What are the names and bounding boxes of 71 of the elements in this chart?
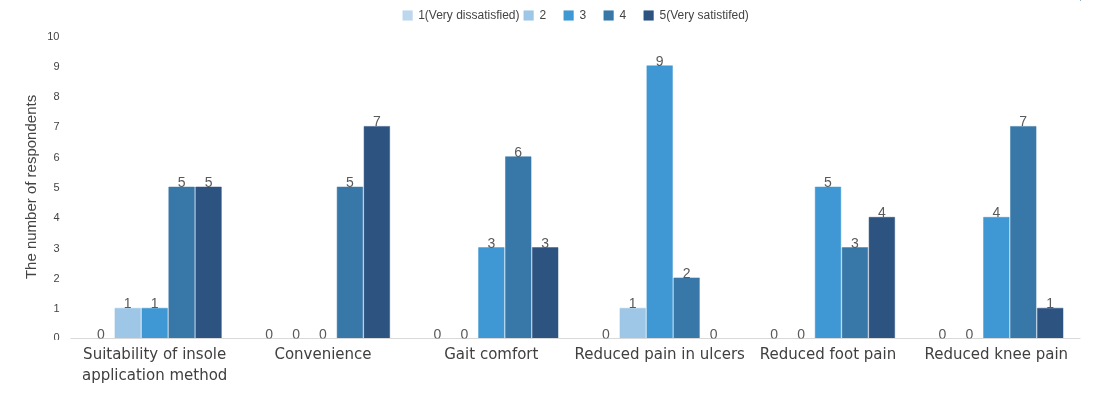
- bar: [363, 126, 390, 339]
- data-label: 1: [1046, 295, 1055, 312]
- y-tick-label: 9: [53, 59, 60, 72]
- y-tick-label: 7: [53, 120, 60, 133]
- x-tick-label: Suitability of insole application method: [81, 344, 228, 385]
- x-tick-label: Convenience: [274, 344, 372, 363]
- y-tick-label: 4: [53, 211, 60, 224]
- data-label: 0: [938, 325, 947, 342]
- bar: [619, 307, 646, 339]
- bar: [478, 247, 505, 339]
- legend-label: 5(Very satistifed): [659, 8, 749, 22]
- data-label: 1: [150, 295, 159, 312]
- data-label: 9: [655, 52, 664, 69]
- data-label: 1: [123, 295, 132, 312]
- bar: [673, 277, 700, 339]
- y-tick-label: 0: [53, 330, 60, 343]
- data-label: 3: [541, 234, 550, 251]
- x-tick-label: Reduced foot pain: [759, 344, 897, 363]
- data-label: 0: [292, 325, 301, 342]
- y-tick-label: 2: [53, 271, 60, 284]
- data-label: 0: [96, 325, 105, 342]
- data-label: 0: [709, 325, 718, 342]
- bar: [336, 186, 363, 339]
- data-label: 0: [797, 325, 806, 342]
- y-tick-label: 5: [53, 181, 60, 193]
- legend-label: 3: [579, 8, 588, 22]
- bar: [983, 217, 1010, 339]
- data-label: 5: [177, 174, 186, 190]
- bar: [841, 247, 868, 339]
- bar: [141, 307, 168, 339]
- y-tick-label: 8: [53, 90, 60, 103]
- data-label: 6: [514, 143, 523, 160]
- bar: [532, 247, 559, 339]
- bar: [1010, 126, 1037, 339]
- data-label: 7: [372, 113, 381, 130]
- x-tick-label: Gait comfort: [444, 344, 539, 363]
- data-label: 7: [1019, 113, 1028, 130]
- data-label: 0: [601, 325, 610, 342]
- legend-label: 2: [539, 8, 548, 22]
- data-label: 5: [204, 174, 213, 190]
- y-axis-title: The number of respondents: [22, 94, 40, 280]
- legend-label: 1(Very dissatisfied): [418, 8, 520, 22]
- y-tick-label: 10: [47, 29, 60, 42]
- bar: [168, 186, 195, 339]
- x-tick-label: Reduced pain in ulcers: [574, 344, 746, 363]
- data-label: 0: [770, 325, 779, 342]
- bar: [646, 65, 673, 339]
- bar: [114, 307, 141, 339]
- bar: [868, 217, 895, 339]
- bar: [1037, 307, 1064, 339]
- data-label: 5: [824, 174, 833, 190]
- data-label: 1: [628, 295, 637, 312]
- bar: [505, 156, 532, 339]
- data-label: 3: [487, 234, 496, 251]
- data-label: 5: [346, 174, 355, 190]
- legend-label: 4: [619, 8, 628, 22]
- data-label: 0: [965, 325, 974, 342]
- bar: [195, 186, 222, 339]
- data-label: 3: [851, 234, 860, 251]
- data-label: 0: [433, 325, 442, 342]
- bar: [814, 186, 842, 339]
- x-tick-label: Reduced knee pain: [924, 344, 1069, 363]
- data-label: 4: [992, 204, 1001, 221]
- data-label: 0: [265, 325, 274, 342]
- data-label: 4: [877, 204, 886, 221]
- data-label: 0: [460, 325, 469, 342]
- y-tick-label: 1: [53, 302, 60, 315]
- y-tick-label: 3: [53, 241, 60, 254]
- data-label: 2: [682, 264, 691, 281]
- data-label: 0: [319, 325, 328, 342]
- y-tick-label: 6: [53, 150, 60, 163]
